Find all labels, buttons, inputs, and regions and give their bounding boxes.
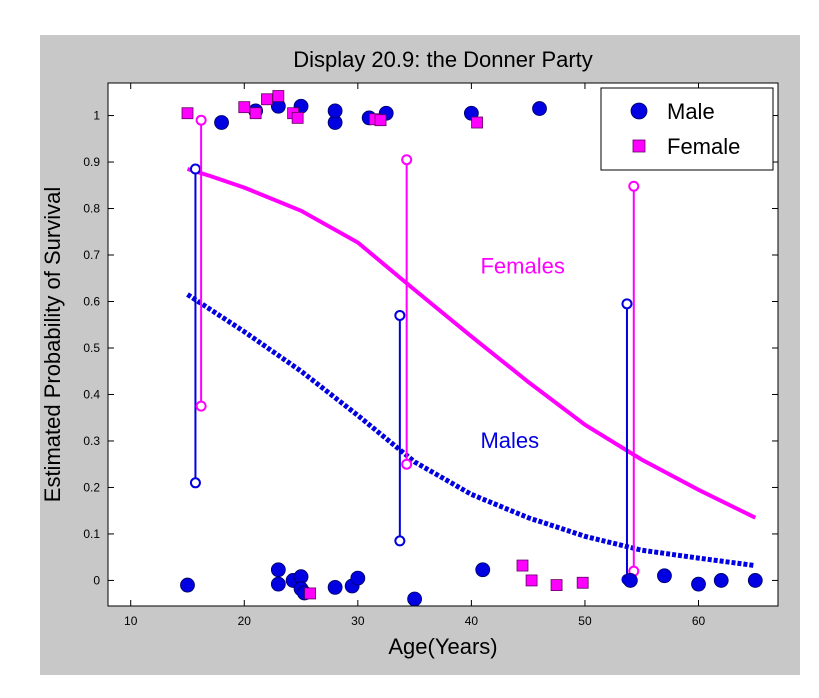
male-point — [180, 577, 195, 593]
interval-high-marker — [621, 298, 633, 310]
legend-male-label: Male — [667, 99, 715, 124]
males-annotation: Males — [480, 428, 539, 453]
male-point — [622, 573, 638, 588]
legend-female-marker — [632, 139, 646, 153]
female-point — [181, 107, 194, 120]
legend-box — [600, 87, 774, 171]
x-tick-label: 10 — [124, 614, 138, 628]
male-point — [407, 591, 423, 607]
y-tick-label: 1 — [93, 109, 100, 123]
legend-male-marker — [630, 102, 648, 120]
male-point — [475, 562, 491, 578]
y-tick-label: 0.7 — [83, 248, 100, 262]
y-tick-label: 0.4 — [83, 387, 100, 401]
male-point — [350, 570, 366, 586]
male-point — [214, 115, 229, 130]
x-axis-label: Age(Years) — [388, 634, 497, 659]
x-tick-label: 20 — [238, 614, 252, 628]
females-fitted-curve — [186, 167, 757, 520]
interval-high-marker — [394, 309, 406, 321]
interval-male-0 — [189, 163, 201, 489]
male-point — [270, 576, 286, 592]
interval-low-marker — [195, 400, 207, 412]
female-point — [238, 101, 251, 114]
legend-female-label: Female — [667, 134, 740, 159]
y-tick-label: 0.5 — [83, 341, 100, 355]
interval-high-marker — [189, 163, 201, 175]
female-point — [525, 574, 538, 587]
female-point — [272, 90, 285, 102]
interval-female-3 — [401, 154, 413, 470]
x-tick-label: 40 — [465, 614, 479, 628]
interval-high-marker — [628, 180, 640, 192]
male-point — [327, 103, 343, 119]
male-point — [270, 562, 286, 578]
interval-low-marker — [401, 458, 413, 470]
female-point — [291, 111, 304, 124]
male-point — [691, 576, 706, 592]
y-tick-label: 0.8 — [83, 202, 100, 216]
males-fitted-curve — [186, 292, 756, 569]
x-tick-label: 30 — [351, 614, 365, 628]
interval-female-1 — [195, 114, 207, 412]
male-point — [657, 568, 672, 584]
y-tick-label: 0.1 — [83, 527, 100, 541]
female-point — [249, 107, 262, 120]
x-tick-label: 50 — [578, 614, 592, 628]
fitted-curves — [186, 167, 757, 569]
interval-high-marker — [195, 114, 207, 126]
female-point — [304, 587, 317, 600]
female-point — [374, 114, 387, 127]
female-point — [576, 576, 589, 589]
y-tick-label: 0.6 — [83, 294, 100, 308]
male-point — [532, 101, 547, 116]
y-axis-label: Estimated Probability of Survival — [40, 187, 65, 502]
female-point — [471, 116, 483, 129]
male-point — [747, 573, 763, 588]
curve-annotations: Females Males — [480, 254, 564, 453]
females-annotation: Females — [480, 254, 564, 279]
legend: Male Female — [600, 87, 774, 171]
axes-frame — [107, 82, 779, 607]
interval-low-marker — [394, 535, 406, 547]
interval-male-2 — [394, 309, 406, 547]
axes: 10 20 30 40 50 60 0 0.1 0.2 0.3 0.4 0.5 0.6 0.7 0.8 0.9… — [83, 82, 779, 628]
female-point — [550, 579, 563, 591]
y-tick-label: 0.9 — [83, 155, 100, 169]
data-points — [180, 90, 763, 607]
female-point — [261, 93, 273, 106]
y-tick-label: 0 — [93, 573, 100, 587]
y-tick-label: 0.2 — [83, 480, 100, 494]
chart-title: Display 20.9: the Donner Party — [293, 47, 593, 72]
y-tick-label: 0.3 — [83, 434, 100, 448]
male-point — [327, 580, 343, 595]
confidence-intervals — [189, 114, 640, 586]
x-tick-label: 60 — [692, 614, 706, 628]
interval-low-marker — [189, 477, 201, 489]
interval-high-marker — [401, 154, 413, 166]
female-point — [516, 559, 529, 572]
male-point — [713, 573, 729, 588]
